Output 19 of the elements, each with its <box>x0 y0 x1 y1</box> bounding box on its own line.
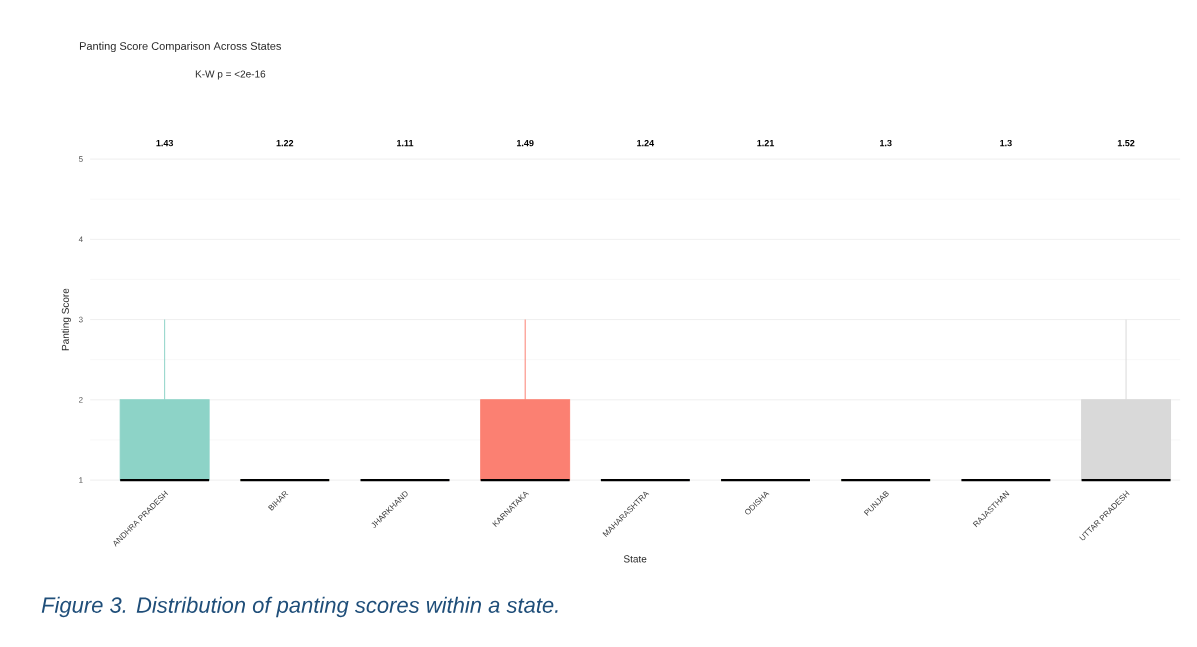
text: 1.24 <box>637 139 655 147</box>
text: 1.21 <box>757 139 775 147</box>
y-tick-label: 1 <box>79 477 83 483</box>
y-tick-label: 5 <box>78 156 83 162</box>
text: 1.49 <box>516 139 534 147</box>
text: 1.11 <box>397 140 414 147</box>
text: 1.3 <box>880 139 892 147</box>
y-tick-label: 4 <box>78 236 83 243</box>
text: K-W p = <2e-16 <box>195 70 266 80</box>
text: 1.43 <box>156 139 174 147</box>
y-tick-label: 3 <box>78 316 83 323</box>
caption: Figure 3. Distribution of panting scores within a state. <box>41 596 558 618</box>
text: 1.22 <box>276 139 294 147</box>
text: 1.3 <box>1000 139 1012 147</box>
y-tick-label: 2 <box>79 397 83 403</box>
x-axis-title: State <box>623 555 647 563</box>
y-axis-title: Panting Score <box>61 288 71 351</box>
chart-title: Panting Score Comparison Across States <box>79 41 282 53</box>
text: 1.52 <box>1117 139 1135 147</box>
